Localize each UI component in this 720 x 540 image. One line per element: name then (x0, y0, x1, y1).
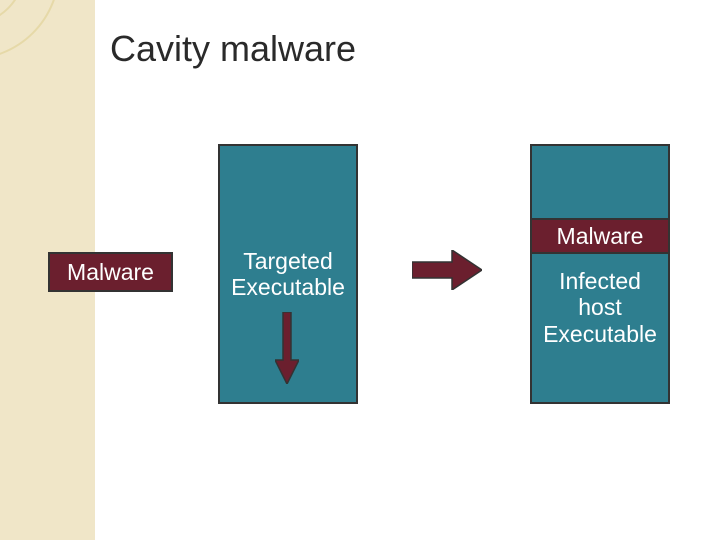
targeted-executable-label: TargetedExecutable (220, 246, 356, 303)
arrow-right-icon (412, 250, 482, 290)
arrow-down-icon (275, 312, 299, 384)
slide-title: Cavity malware (110, 28, 356, 70)
malware-source-box: Malware (48, 252, 173, 292)
malware-embedded-label: Malware (553, 221, 648, 251)
malware-embedded-box: Malware (530, 218, 670, 254)
corner-rings-decoration (0, 0, 120, 120)
infected-host-box: InfectedhostExecutable (530, 144, 670, 404)
infected-host-label: InfectedhostExecutable (532, 266, 668, 349)
malware-source-label: Malware (63, 257, 158, 287)
